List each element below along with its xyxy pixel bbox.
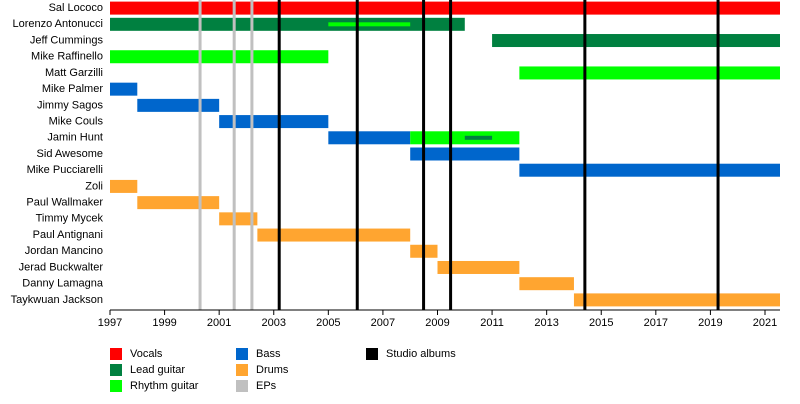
period-bar bbox=[257, 228, 411, 242]
period-bar bbox=[328, 131, 411, 145]
x-tick-label: 2017 bbox=[644, 317, 668, 329]
period-bar bbox=[519, 277, 574, 291]
period-bar bbox=[519, 163, 780, 177]
legend-swatch bbox=[366, 348, 378, 360]
x-tick-label: 2015 bbox=[589, 317, 613, 329]
legend-label: Rhythm guitar bbox=[130, 380, 199, 392]
x-tick-label: 2019 bbox=[698, 317, 722, 329]
legend-swatch bbox=[110, 348, 122, 360]
legend-swatch bbox=[236, 380, 248, 392]
x-tick-label: 2007 bbox=[371, 317, 395, 329]
member-label: Taykwuan Jackson bbox=[11, 294, 103, 306]
x-tick-label: 2001 bbox=[207, 317, 231, 329]
member-label: Paul Wallmaker bbox=[26, 197, 103, 209]
period-bar bbox=[492, 34, 780, 48]
period-bar bbox=[219, 212, 258, 226]
legend-label: Vocals bbox=[130, 348, 163, 360]
legend-label: Bass bbox=[256, 348, 281, 360]
member-label: Matt Garzilli bbox=[45, 67, 103, 79]
legend-label: Studio albums bbox=[386, 348, 456, 360]
x-tick-label: 1999 bbox=[152, 317, 176, 329]
member-label: Mike Pucciarelli bbox=[27, 164, 103, 176]
x-tick-label: 2005 bbox=[316, 317, 340, 329]
legend-swatch bbox=[236, 364, 248, 376]
member-label: Jeff Cummings bbox=[30, 34, 104, 46]
x-tick-label: 2003 bbox=[262, 317, 286, 329]
period-bar bbox=[464, 135, 493, 140]
period-bar bbox=[110, 179, 138, 193]
legend-swatch bbox=[110, 364, 122, 376]
period-bar bbox=[437, 260, 520, 274]
period-bar bbox=[328, 22, 411, 27]
x-tick-label: 2009 bbox=[425, 317, 449, 329]
x-tick-label: 2013 bbox=[534, 317, 558, 329]
legend-label: Lead guitar bbox=[130, 364, 185, 376]
member-label: Zoli bbox=[85, 180, 103, 192]
period-bar bbox=[410, 147, 520, 161]
period-bar bbox=[110, 1, 780, 15]
period-bar bbox=[137, 98, 220, 112]
member-label: Mike Raffinello bbox=[31, 51, 103, 63]
legend-swatch bbox=[236, 348, 248, 360]
legend-label: Drums bbox=[256, 364, 289, 376]
member-label: Mike Palmer bbox=[42, 83, 103, 95]
member-label: Sal Lococo bbox=[49, 2, 103, 14]
member-label: Paul Antignani bbox=[33, 229, 103, 241]
legend-label: EPs bbox=[256, 380, 277, 392]
member-label: Sid Awesome bbox=[37, 148, 103, 160]
member-label: Jimmy Sagos bbox=[37, 99, 104, 111]
member-label: Timmy Mycek bbox=[36, 213, 104, 225]
member-label: Jamin Hunt bbox=[47, 132, 103, 144]
x-tick-label: 1997 bbox=[98, 317, 122, 329]
period-bar bbox=[519, 66, 780, 80]
period-bar bbox=[573, 293, 780, 307]
member-label: Danny Lamagna bbox=[22, 278, 104, 290]
period-bar bbox=[137, 196, 220, 210]
x-tick-label: 2021 bbox=[753, 317, 777, 329]
member-label: Jerad Buckwalter bbox=[19, 261, 104, 273]
member-label: Lorenzo Antonucci bbox=[12, 18, 103, 30]
legend-swatch bbox=[110, 380, 122, 392]
x-tick-label: 2011 bbox=[480, 317, 504, 329]
period-bar bbox=[110, 17, 465, 31]
period-bar bbox=[110, 50, 329, 64]
period-bar bbox=[110, 82, 138, 96]
member-label: Jordan Mancino bbox=[25, 245, 103, 257]
period-bar bbox=[219, 115, 329, 129]
member-label: Mike Couls bbox=[49, 115, 104, 127]
